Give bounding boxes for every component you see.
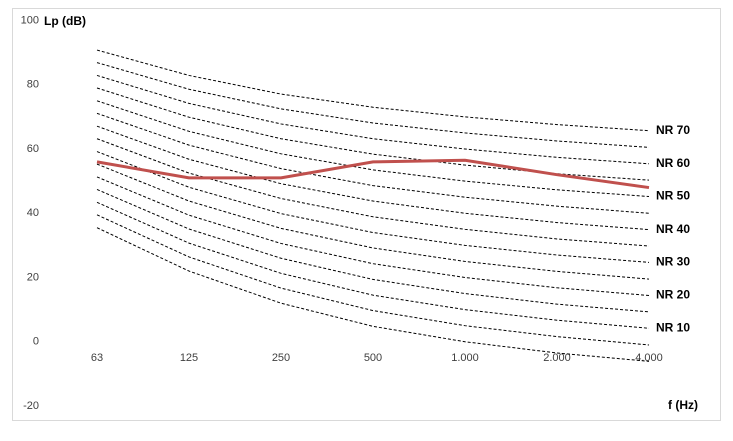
curve-label: NR 40 [656, 222, 690, 236]
x-tick-label: 500 [364, 352, 382, 364]
nr-curve [96, 138, 650, 247]
nr-curve [96, 87, 650, 181]
x-tick-label: 2.000 [543, 352, 571, 364]
y-tick-label: 40 [27, 207, 39, 219]
nr-curve [96, 74, 650, 165]
y-tick-label: 100 [21, 14, 39, 26]
curve-label: NR 60 [656, 156, 690, 170]
curve-label: NR 50 [656, 189, 690, 203]
nr-curve [96, 100, 650, 198]
x-tick-label: 250 [272, 352, 290, 364]
y-tick-label: 0 [33, 336, 39, 348]
curve-label: NR 70 [656, 123, 690, 137]
measured-line [96, 158, 650, 190]
curve-label: NR 10 [656, 320, 690, 334]
curve-label: NR 20 [656, 288, 690, 302]
y-axis-label: Lp (dB) [44, 14, 86, 28]
nr-curve [96, 189, 650, 313]
y-tick-label: 20 [27, 271, 39, 283]
y-tick-label: 60 [27, 143, 39, 155]
x-tick-label: 4.000 [635, 352, 663, 364]
x-tick-label: 1.000 [451, 352, 479, 364]
x-axis-label: f (Hz) [668, 398, 698, 412]
nr-curve [96, 125, 650, 231]
nr-curve [96, 112, 650, 214]
nr-curve [96, 201, 650, 329]
chart-frame [12, 8, 721, 421]
nr-curve [96, 49, 650, 132]
x-tick-label: 125 [180, 352, 198, 364]
curve-label: NR 30 [656, 255, 690, 269]
nr-curve [96, 176, 650, 296]
nr-curve [96, 214, 650, 346]
y-tick-label: 80 [27, 79, 39, 91]
x-tick-label: 63 [91, 352, 103, 364]
nr-curve [96, 62, 650, 148]
nr-curve [96, 227, 650, 362]
y-tick-label: -20 [23, 400, 39, 412]
